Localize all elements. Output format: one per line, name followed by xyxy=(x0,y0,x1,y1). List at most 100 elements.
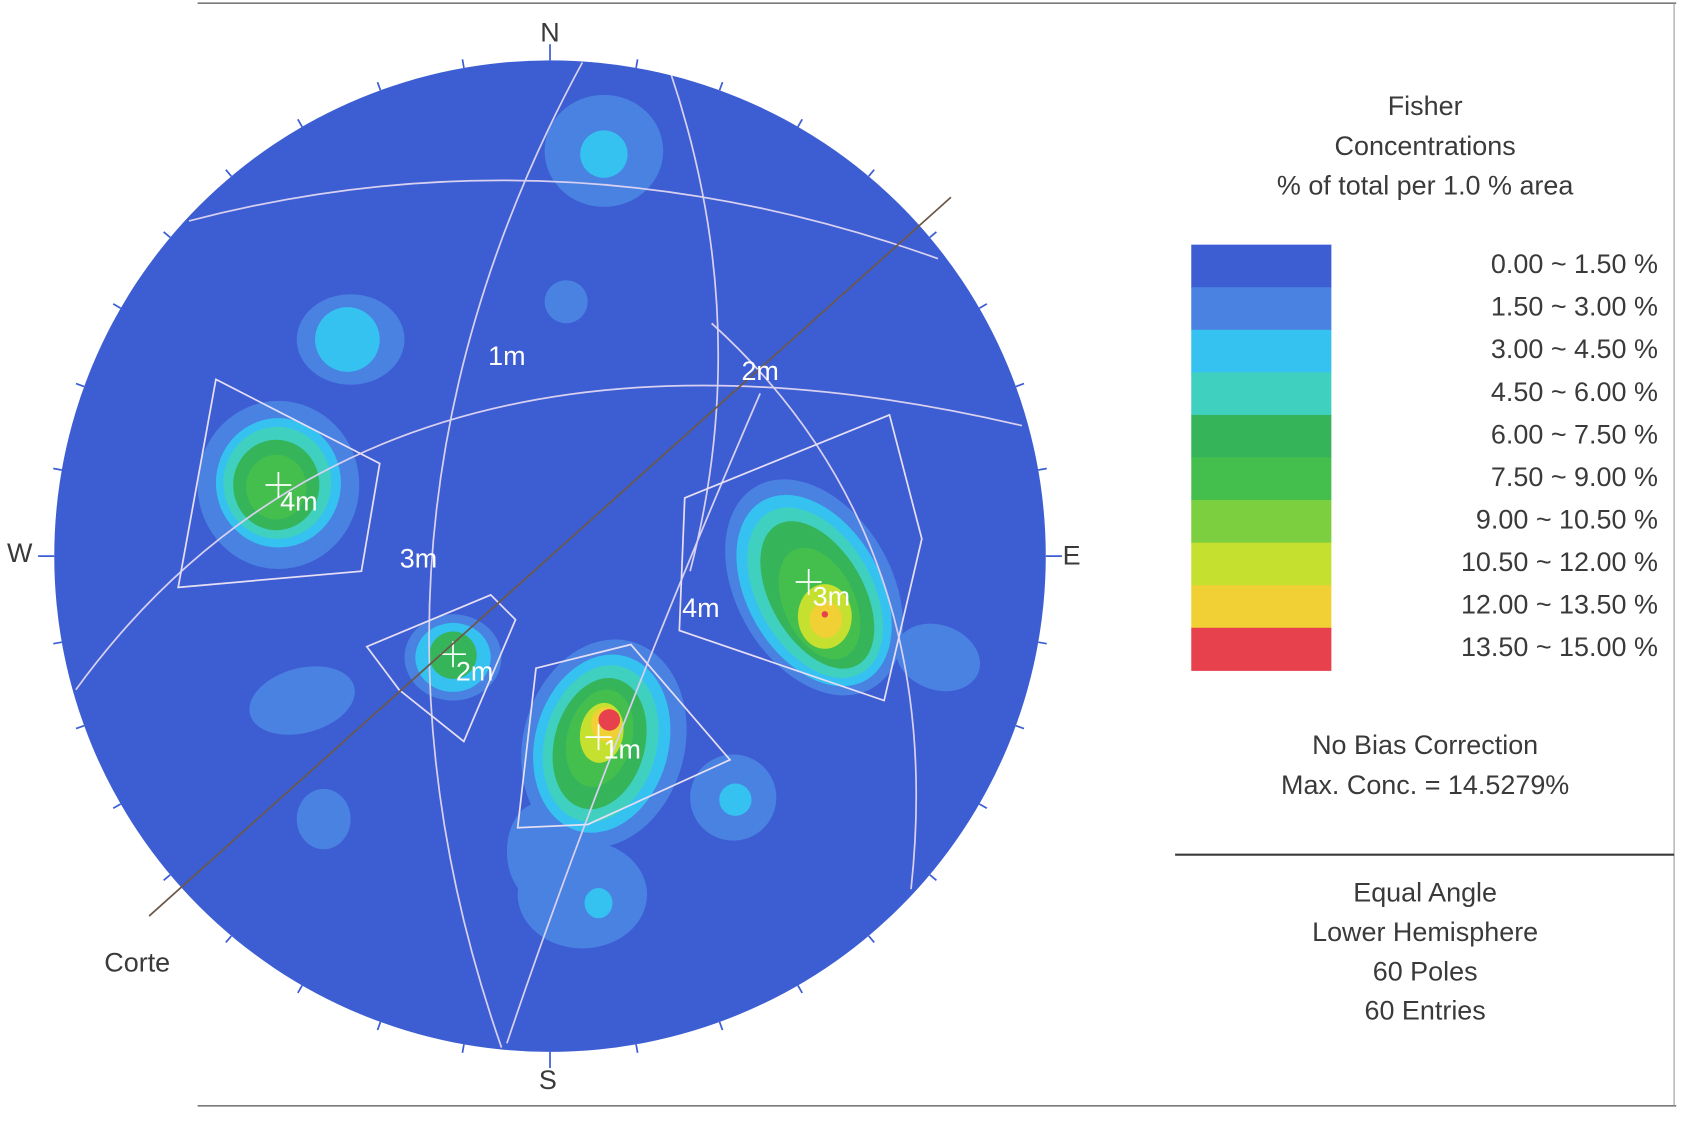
tick xyxy=(868,169,875,177)
legend-title: % of total per 1.0 % area xyxy=(1277,171,1574,201)
tick xyxy=(112,303,122,309)
tick xyxy=(376,1021,382,1031)
compass-south: S xyxy=(539,1065,557,1095)
compass-east: E xyxy=(1063,540,1081,570)
legend-swatch xyxy=(1191,542,1332,586)
tick xyxy=(1038,467,1047,471)
pole-crosses xyxy=(265,472,822,751)
legend-swatch xyxy=(1191,244,1332,288)
planes xyxy=(75,62,1023,1048)
plane-label: 2m xyxy=(741,356,778,386)
legend-title: Fisher xyxy=(1388,91,1463,121)
set-window xyxy=(177,378,381,589)
legend-swatch xyxy=(1191,372,1332,416)
great-circle xyxy=(711,322,918,890)
tick xyxy=(163,874,171,881)
legend-range-label: 3.00 ~ 4.50 % xyxy=(1491,334,1658,364)
projection-info: Equal Angle xyxy=(1353,878,1497,908)
great-circle xyxy=(188,179,939,260)
tick xyxy=(868,935,875,944)
pole-label: 2m xyxy=(456,657,493,687)
legend-swatch xyxy=(1191,500,1332,544)
tick xyxy=(53,467,62,471)
tick xyxy=(53,641,62,645)
note: No Bias Correction xyxy=(1312,730,1538,760)
tick xyxy=(297,985,303,994)
projection-info: Lower Hemisphere xyxy=(1312,917,1538,947)
legend-range-label: 13.50 ~ 15.00 % xyxy=(1461,632,1658,662)
contour-band xyxy=(598,709,621,731)
legend-swatch xyxy=(1191,457,1332,501)
legend-swatch xyxy=(1191,585,1332,629)
legend-range-label: 12.00 ~ 13.50 % xyxy=(1461,590,1658,620)
contour-band xyxy=(584,888,613,919)
tick xyxy=(1038,641,1047,645)
contour-band xyxy=(246,454,307,520)
cut-line xyxy=(148,196,952,917)
tick xyxy=(718,1021,724,1031)
tick xyxy=(929,231,937,239)
tick xyxy=(718,81,724,91)
tick xyxy=(797,985,803,994)
legend-range-label: 0.00 ~ 1.50 % xyxy=(1491,249,1658,279)
tick xyxy=(376,81,382,91)
tick-ring xyxy=(38,44,1062,1069)
projection-info: 60 Entries xyxy=(1364,996,1485,1026)
line-label: Corte xyxy=(104,948,170,978)
pole-label: 4m xyxy=(280,486,317,516)
pole-label: 1m xyxy=(604,734,641,764)
contour-band xyxy=(896,623,980,692)
tick xyxy=(461,1044,465,1053)
great-circle xyxy=(669,73,720,572)
contour-band xyxy=(296,788,351,850)
great-circle xyxy=(75,384,1023,691)
tick xyxy=(112,803,122,810)
tick xyxy=(978,303,988,309)
plane-label: 3m xyxy=(400,544,437,574)
tick xyxy=(635,59,639,69)
legend-swatch xyxy=(1191,287,1332,331)
tick xyxy=(929,874,937,881)
legend-range-label: 1.50 ~ 3.00 % xyxy=(1491,292,1658,322)
tick xyxy=(797,118,803,128)
pole-label: 3m xyxy=(813,581,850,611)
tick xyxy=(225,935,233,944)
plane-label: 4m xyxy=(682,593,719,623)
tick xyxy=(225,169,233,177)
contour-band xyxy=(249,666,355,735)
tick xyxy=(635,1044,639,1053)
legend-range-label: 10.50 ~ 12.00 % xyxy=(1461,547,1658,577)
contour-band xyxy=(544,280,588,324)
projection-info: 60 Poles xyxy=(1373,956,1478,986)
tick xyxy=(297,118,303,128)
tick xyxy=(461,59,465,69)
set-window xyxy=(678,413,923,702)
tick xyxy=(163,231,171,239)
legend-swatch xyxy=(1191,414,1332,459)
contour-band xyxy=(315,307,380,372)
legend-range-label: 9.00 ~ 10.50 % xyxy=(1476,504,1658,534)
great-circle xyxy=(506,393,761,1044)
contour-band xyxy=(580,130,628,178)
contour-band xyxy=(821,611,829,618)
compass-north: N xyxy=(540,18,559,48)
tick xyxy=(75,382,85,388)
legend: Fisher Concentrations % of total per 1.0 %… xyxy=(1191,91,1658,1026)
legend-title: Concentrations xyxy=(1335,131,1516,161)
legend-range-label: 7.50 ~ 9.00 % xyxy=(1491,462,1658,492)
compass-west: W xyxy=(7,538,33,568)
great-circle xyxy=(428,62,584,1048)
contour-band xyxy=(517,840,648,949)
set-window xyxy=(365,593,517,743)
legend-swatch xyxy=(1191,329,1332,373)
tick xyxy=(1015,724,1025,730)
tick xyxy=(978,803,988,810)
tick xyxy=(75,724,85,730)
tick xyxy=(1015,382,1025,388)
legend-range-label: 6.00 ~ 7.50 % xyxy=(1491,419,1658,449)
legend-swatch xyxy=(1191,627,1332,671)
contour-band xyxy=(719,783,752,816)
note: Max. Conc. = 14.5279% xyxy=(1281,770,1569,800)
